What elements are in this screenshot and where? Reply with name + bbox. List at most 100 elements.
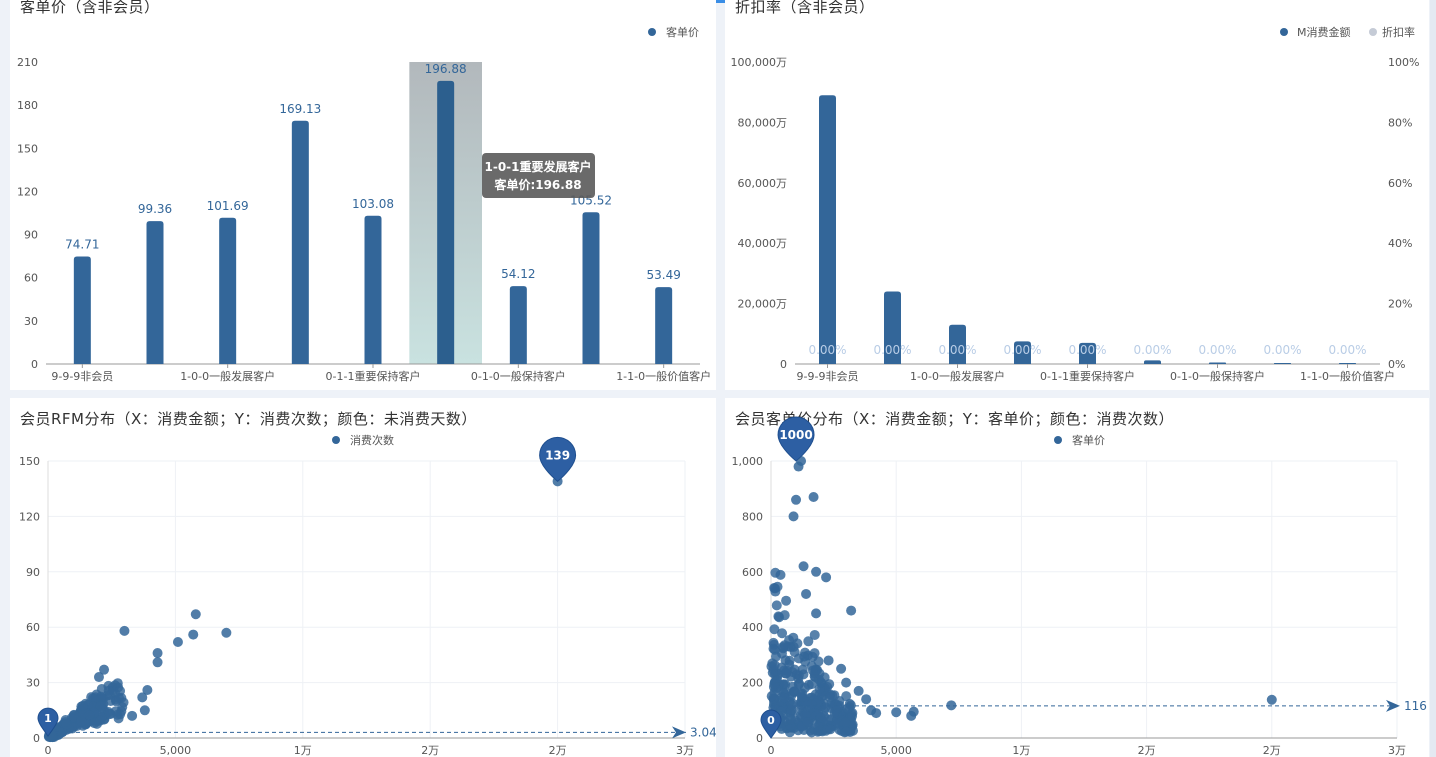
scatter-point[interactable]: [806, 727, 817, 738]
scatter-point[interactable]: [891, 707, 902, 718]
scatter-point[interactable]: [821, 572, 832, 583]
scatter-point[interactable]: [114, 693, 125, 704]
scatter-point[interactable]: [1266, 694, 1277, 705]
scatter-point[interactable]: [127, 710, 138, 721]
scatter-point[interactable]: [946, 700, 957, 711]
scatter-point[interactable]: [816, 677, 827, 688]
bar[interactable]: [1339, 363, 1356, 364]
scatter-point[interactable]: [803, 636, 814, 647]
bar[interactable]: [884, 291, 901, 364]
scatter-point[interactable]: [853, 685, 864, 696]
scatter-point[interactable]: [95, 715, 106, 726]
scatter-point[interactable]: [172, 636, 183, 647]
scatter-point[interactable]: [112, 678, 123, 689]
bar-chart-avg-order[interactable]: 客单价 0 30 60 90 120 150 180 210 74.71 99.36 101.69 16…: [10, 0, 716, 390]
scatter-point[interactable]: [798, 561, 809, 572]
bar[interactable]: [73, 256, 91, 364]
scatter-point[interactable]: [836, 663, 847, 674]
scatter-point[interactable]: [76, 716, 87, 727]
scatter-point[interactable]: [801, 588, 812, 599]
scatter-point[interactable]: [780, 668, 791, 679]
scatter-point[interactable]: [820, 702, 831, 713]
scatter-point[interactable]: [802, 717, 813, 728]
scatter-point[interactable]: [784, 655, 795, 666]
scatter-point[interactable]: [808, 492, 819, 503]
scatter-point[interactable]: [861, 694, 872, 705]
scatter-point[interactable]: [824, 692, 835, 703]
bar[interactable]: [949, 324, 966, 364]
scatter-point[interactable]: [767, 667, 778, 678]
bar[interactable]: [1014, 341, 1031, 364]
scatter-point[interactable]: [825, 724, 836, 735]
scatter-chart-order-value[interactable]: 客单价 0 200 400 600 800 1,000 0 5,000 1万 2万 2万 3万 116 10…: [725, 398, 1429, 757]
scatter-point[interactable]: [841, 677, 852, 688]
scatter-point[interactable]: [811, 608, 822, 619]
scatter-point[interactable]: [906, 710, 917, 721]
scatter-point[interactable]: [188, 629, 199, 640]
scatter-point[interactable]: [152, 648, 163, 659]
right-scroll-strip[interactable]: [1430, 0, 1436, 757]
bar[interactable]: [582, 212, 600, 364]
scatter-point[interactable]: [786, 699, 797, 710]
scatter-point[interactable]: [788, 511, 799, 522]
scatter-point[interactable]: [841, 726, 852, 737]
scatter-point[interactable]: [847, 711, 858, 722]
bar[interactable]: [1079, 342, 1096, 364]
scatter-point[interactable]: [811, 566, 822, 577]
scatter-point[interactable]: [139, 705, 150, 716]
bar[interactable]: [1274, 363, 1291, 364]
bar[interactable]: [437, 80, 455, 365]
bar[interactable]: [1209, 362, 1226, 364]
scatter-point[interactable]: [797, 664, 808, 675]
scatter-point[interactable]: [95, 700, 106, 711]
scatter-point[interactable]: [781, 595, 792, 606]
scatter-point[interactable]: [77, 700, 88, 711]
scatter-point[interactable]: [806, 699, 817, 710]
scatter-point[interactable]: [766, 691, 777, 702]
scatter-point[interactable]: [117, 702, 128, 713]
scatter-point[interactable]: [807, 665, 818, 676]
scatter-point[interactable]: [60, 717, 71, 728]
scatter-point[interactable]: [797, 692, 808, 703]
scatter-point[interactable]: [777, 628, 788, 639]
bar[interactable]: [219, 217, 237, 364]
bar[interactable]: [655, 287, 673, 364]
scatter-point[interactable]: [813, 721, 824, 732]
scatter-point[interactable]: [809, 648, 820, 659]
scatter-point[interactable]: [152, 657, 163, 668]
scatter-point[interactable]: [846, 605, 857, 616]
scatter-point[interactable]: [776, 648, 787, 659]
scatter-point[interactable]: [772, 581, 783, 592]
bar[interactable]: [146, 221, 164, 364]
scatter-point[interactable]: [791, 494, 802, 505]
scatter-point[interactable]: [221, 627, 232, 638]
bar[interactable]: [1144, 360, 1161, 364]
scatter-point[interactable]: [770, 567, 781, 578]
scatter-point[interactable]: [790, 686, 801, 697]
bar[interactable]: [291, 120, 309, 364]
bar[interactable]: [509, 286, 527, 364]
scatter-point[interactable]: [813, 656, 824, 667]
scatter-point[interactable]: [779, 692, 790, 703]
scatter-point[interactable]: [840, 717, 851, 728]
scatter-point[interactable]: [104, 708, 115, 719]
scatter-point[interactable]: [771, 600, 782, 611]
scatter-point[interactable]: [787, 722, 798, 733]
bar[interactable]: [364, 215, 382, 364]
bar-chart-discount[interactable]: M消费金额 折扣率 0 20,000万 40,000万 60,000万 80,000万 100…: [725, 0, 1429, 390]
scatter-point[interactable]: [799, 651, 810, 662]
scatter-point[interactable]: [103, 685, 114, 696]
scatter-point[interactable]: [792, 638, 803, 649]
scatter-point[interactable]: [786, 714, 797, 725]
scatter-point[interactable]: [119, 625, 130, 636]
scatter-point[interactable]: [769, 624, 780, 635]
scatter-point[interactable]: [84, 710, 95, 721]
scatter-point[interactable]: [137, 692, 148, 703]
scatter-point[interactable]: [793, 461, 804, 472]
scatter-point[interactable]: [99, 664, 110, 675]
bar[interactable]: [819, 95, 836, 364]
scatter-chart-rfm[interactable]: 消费次数 0 30 60 90 120 150 0 5,000 1万 2万 2万 3万 3.04 139 1: [10, 398, 716, 757]
scatter-point[interactable]: [809, 629, 820, 640]
scatter-point[interactable]: [823, 655, 834, 666]
scatter-point[interactable]: [834, 696, 845, 707]
